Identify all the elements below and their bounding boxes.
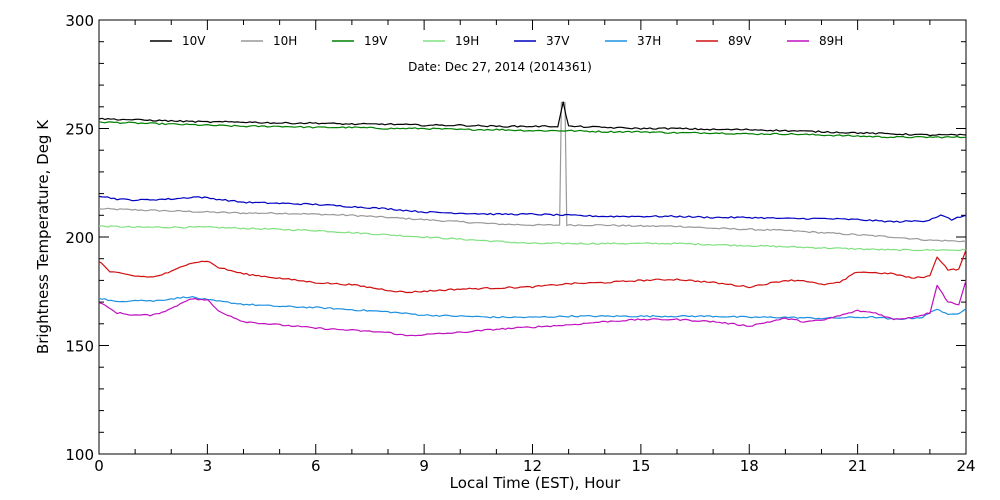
y-tick-label: 300 (65, 12, 94, 30)
axis-ticks: 0 3 6 9 12 15 18 21 24 100 150 200 250 300 (65, 12, 975, 475)
y-tick-label: 250 (65, 121, 94, 139)
y-axis-title: Brightness Temperature, Deg K (34, 119, 52, 354)
y-tick-label: 100 (65, 446, 94, 464)
x-tick-label: 21 (848, 457, 867, 475)
x-tick-label: 3 (203, 457, 213, 475)
series-line-19v (98, 121, 967, 139)
legend: 10V 10H 19V 19H 37V 37H 89V 89H (150, 34, 843, 48)
series-line-37v (98, 195, 967, 223)
series-line-19h (98, 225, 967, 252)
legend-label-37v: 37V (546, 34, 570, 48)
legend-label-89h: 89H (819, 34, 843, 48)
legend-label-37h: 37H (637, 34, 661, 48)
x-tick-label: 24 (956, 457, 975, 475)
x-tick-label: 9 (419, 457, 429, 475)
x-tick-label: 12 (523, 457, 542, 475)
x-tick-label: 18 (740, 457, 759, 475)
series-line-37h (98, 296, 967, 320)
x-tick-label: 6 (311, 457, 321, 475)
legend-label-89v: 89V (728, 34, 752, 48)
legend-label-19h: 19H (455, 34, 479, 48)
series-line-10v (98, 101, 967, 137)
x-tick-label: 15 (631, 457, 650, 475)
y-tick-label: 200 (65, 229, 94, 247)
series-line-10h (98, 101, 967, 243)
series-lines (98, 101, 967, 337)
series-line-89v (98, 249, 967, 294)
legend-label-10v: 10V (182, 34, 206, 48)
x-axis-title: Local Time (EST), Hour (450, 474, 621, 492)
x-tick-label: 0 (94, 457, 104, 475)
legend-label-19v: 19V (364, 34, 388, 48)
legend-label-10h: 10H (273, 34, 297, 48)
plot-frame (98, 19, 967, 455)
series-line-89h (98, 280, 967, 337)
date-annotation: Date: Dec 27, 2014 (2014361) (408, 60, 592, 74)
y-tick-label: 150 (65, 338, 94, 356)
